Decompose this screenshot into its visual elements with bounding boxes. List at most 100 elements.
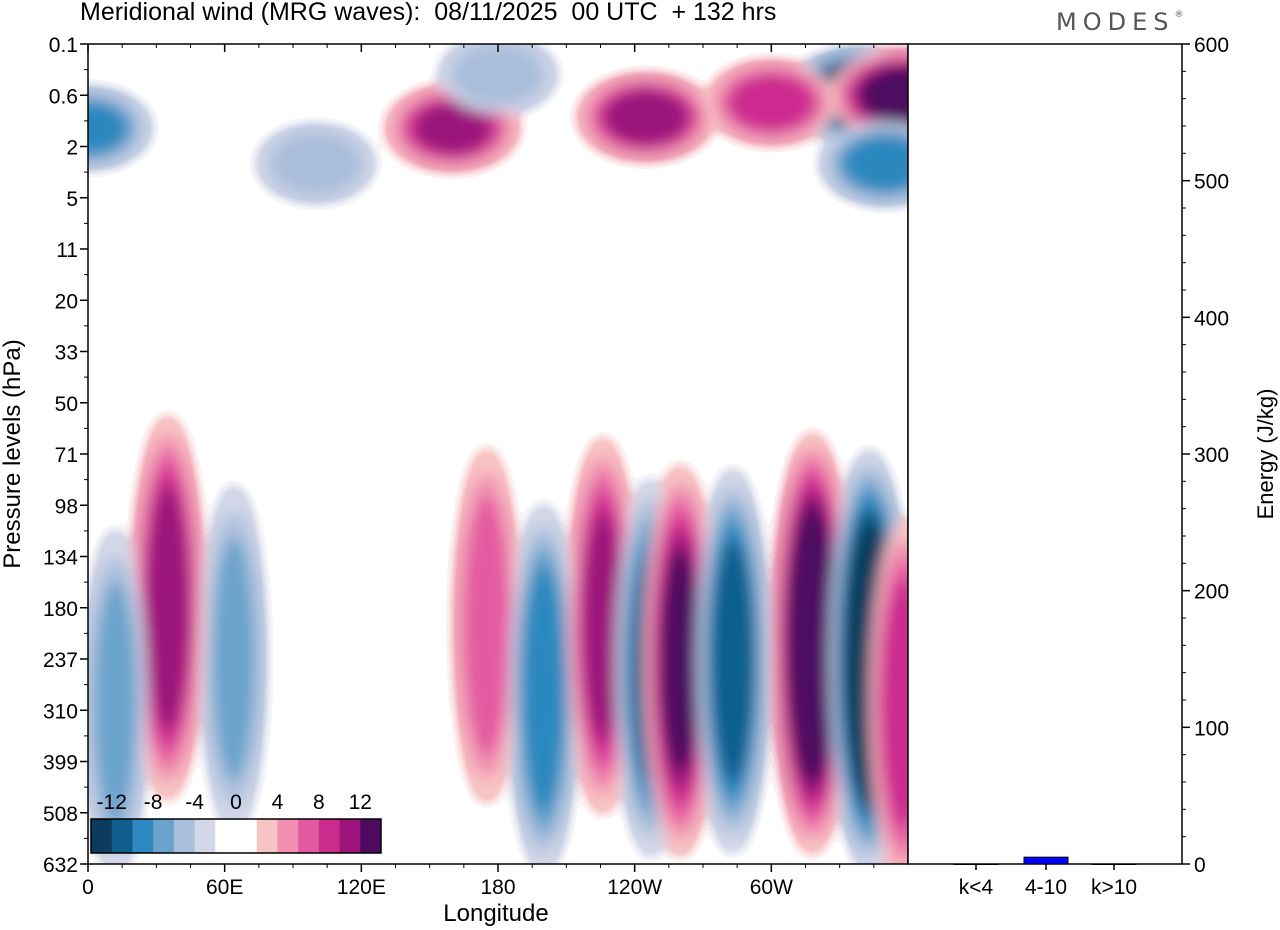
y-tick-label: 508	[43, 803, 78, 826]
colorbar-label: -4	[185, 791, 204, 814]
colorbar-swatch	[277, 819, 299, 853]
energy-tick-label: 300	[1194, 444, 1229, 467]
x-tick-label: 180	[480, 876, 515, 899]
colorbar-label: -8	[144, 791, 163, 814]
colorbar-label: 8	[313, 791, 325, 814]
positive-wind-cell	[454, 449, 519, 802]
positive-wind-cell	[869, 519, 908, 864]
registered-mark: ®	[1174, 10, 1184, 20]
x-tick-label: 60E	[206, 876, 243, 899]
longitude-axis: 0 60E 120E 180 120W 60W	[82, 44, 875, 899]
colorbar-label: 4	[272, 791, 284, 814]
positive-wind-cell	[132, 416, 204, 799]
energy-category-label: k<4	[959, 876, 994, 899]
colorbar-swatch	[318, 819, 341, 853]
contour-band	[605, 89, 688, 145]
negative-wind-cell	[509, 505, 578, 864]
contour-field	[88, 44, 908, 864]
negative-wind-cell	[88, 87, 152, 169]
x-axis-label: Longitude	[443, 900, 548, 927]
y-tick-label: 20	[55, 290, 78, 313]
energy-tick-label: 0	[1194, 854, 1206, 877]
modes-logo: MODES®	[1056, 8, 1183, 36]
contour-band	[729, 74, 814, 131]
pressure-axis: 0.1 0.6 2 5 11 20 33 50 71 98 134 180 237 310 399 508 63…	[43, 34, 88, 877]
chart-title: Meridional wind (MRG waves): 08/11/2025 …	[80, 0, 777, 26]
colorbar-swatch	[173, 819, 196, 853]
energy-bars: k<4 4-10 k>10	[953, 856, 1137, 899]
energy-bar	[1023, 856, 1069, 865]
contour-band	[521, 565, 566, 813]
x-tick-label: 120W	[607, 876, 662, 899]
contour-band	[792, 531, 833, 756]
y-tick-label: 71	[55, 444, 78, 467]
y-tick-label: 0.1	[49, 34, 78, 57]
negative-wind-cell	[439, 44, 557, 113]
contour-band	[711, 540, 754, 782]
contour-band	[212, 538, 255, 780]
colorbar-swatch	[236, 819, 258, 853]
contour-band	[583, 513, 623, 739]
colorbar: -12 -8 -4 0 4 8 12	[90, 791, 382, 854]
colorbar-label: 12	[349, 791, 372, 814]
contour-band	[881, 579, 908, 827]
x-tick-label: 60W	[750, 876, 793, 899]
colorbar-swatch	[215, 819, 237, 853]
y-tick-label: 2	[66, 137, 78, 160]
energy-tick-label: 200	[1194, 581, 1229, 604]
negative-wind-cell	[257, 125, 375, 202]
y-tick-label: 310	[43, 700, 78, 723]
energy-tick-label: 100	[1194, 717, 1229, 740]
negative-wind-cell	[202, 486, 265, 832]
y-tick-label: 11	[56, 239, 78, 262]
energy-axis-label: Energy (J/kg)	[1253, 389, 1278, 520]
y-tick-label: 0.6	[49, 85, 78, 108]
y-tick-label: 134	[43, 547, 78, 570]
x-tick-label: 0	[82, 876, 94, 899]
brand-text: MODES	[1056, 8, 1175, 36]
y-tick-label: 632	[43, 854, 78, 877]
y-tick-label: 5	[66, 188, 78, 211]
colorbar-swatch	[339, 819, 361, 853]
contour-band	[865, 70, 908, 121]
y-tick-label: 98	[55, 495, 78, 518]
energy-tick-label: 400	[1194, 307, 1229, 330]
y-tick-label: 180	[43, 598, 78, 621]
positive-wind-cell	[706, 60, 837, 145]
colorbar-swatch	[360, 819, 382, 853]
negative-wind-cell	[820, 121, 908, 206]
positive-wind-cell	[830, 49, 908, 142]
y-tick-label: 33	[55, 342, 78, 365]
negative-wind-cell	[697, 469, 769, 853]
contour-band	[414, 102, 491, 154]
contour-band	[843, 135, 908, 192]
positive-wind-cell	[772, 433, 853, 854]
contour-shading	[88, 44, 908, 864]
y-tick-label: 237	[43, 649, 78, 672]
energy-tick-label: 600	[1194, 34, 1229, 57]
colorbar-swatch	[194, 819, 216, 853]
colorbar-swatch	[111, 819, 133, 853]
energy-category-label: k>10	[1091, 876, 1137, 899]
energy-axis: 0 100 200 300 400 500 600	[1182, 34, 1229, 877]
contour-band	[463, 496, 510, 755]
colorbar-label: -12	[97, 791, 127, 814]
colorbar-swatch	[298, 819, 320, 853]
energy-tick-label: 500	[1194, 171, 1229, 194]
y-tick-label: 399	[43, 752, 78, 775]
energy-panel-frame	[907, 43, 1183, 865]
positive-wind-cell	[643, 466, 717, 857]
x-tick-label: 120E	[337, 876, 386, 899]
negative-wind-cell	[88, 530, 147, 864]
colorbar-swatch	[91, 819, 113, 853]
y-axis-label: Pressure levels (hPa)	[0, 339, 26, 568]
colorbar-swatch	[153, 819, 175, 853]
contour-band	[146, 487, 190, 729]
colorbar-frame	[90, 818, 382, 854]
contour-band	[88, 102, 127, 155]
energy-category-label: 4-10	[1025, 876, 1067, 899]
colorbar-swatch	[256, 819, 278, 853]
contour-band	[94, 582, 137, 824]
contour-band	[450, 44, 546, 107]
